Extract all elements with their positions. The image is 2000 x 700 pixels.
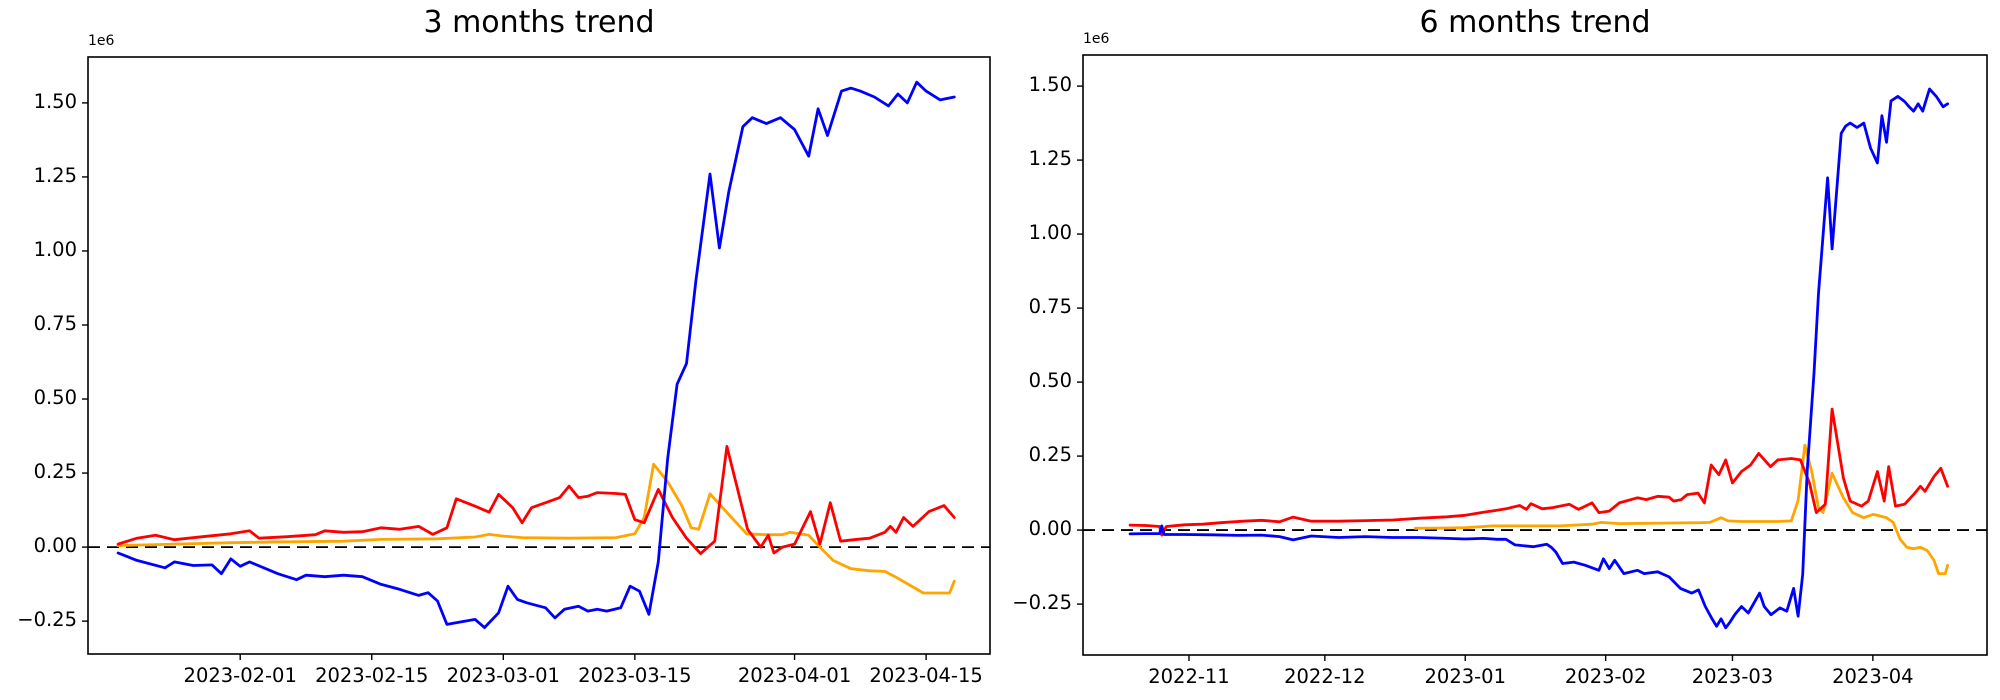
x-tick-label: 2023-04-01 (737, 664, 852, 687)
x-tick-label: 2023-02-15 (315, 664, 429, 687)
axes-spines (1082, 54, 1988, 656)
x-tick-label: 2022-11 (1148, 665, 1230, 688)
x-tick-label: 2023-03-01 (446, 664, 560, 687)
plot-region (82, 56, 991, 660)
y-axis-offset-label-right: 1e6 (1083, 31, 1110, 47)
chart-title-6-months: 6 months trend (1419, 5, 1651, 40)
y-tick-label: 0.25 (1028, 443, 1072, 467)
trend-orange-line (116, 462, 956, 595)
y-tick-label: 0.25 (33, 460, 77, 484)
x-tick-label: 2023-03-15 (578, 664, 692, 687)
y-tick-label: 0.00 (33, 534, 77, 558)
axes-spines (87, 56, 991, 655)
x-tick-label: 2023-04-15 (869, 664, 983, 687)
y-tick-label: −0.25 (17, 608, 77, 632)
y-tick-label: −0.25 (1012, 591, 1072, 615)
trend-blue-line (1128, 87, 1949, 630)
y-tick-label: 1.50 (1028, 73, 1072, 97)
y-tick-label: 1.00 (1028, 221, 1072, 245)
y-tick-label: 1.25 (33, 163, 77, 187)
trend-orange-line (1413, 443, 1949, 575)
y-tick-label: 0.00 (1028, 517, 1072, 541)
y-axis-offset-label-left: 1e6 (88, 33, 115, 49)
plot-region (1077, 54, 1988, 661)
y-tick-label: 1.50 (33, 89, 77, 113)
x-tick-label: 2023-02 (1564, 665, 1647, 688)
y-tick-label: 0.75 (33, 311, 77, 335)
trend-red-line (1128, 407, 1949, 537)
x-tick-label: 2023-02-01 (183, 664, 297, 687)
x-tick-label: 2023-04 (1832, 665, 1914, 688)
y-tick-label: 1.25 (1028, 147, 1072, 171)
y-tick-label: 0.75 (1028, 295, 1072, 319)
trend-red-line (116, 444, 956, 556)
trend-blue-line (116, 80, 956, 629)
y-tick-label: 0.50 (1028, 369, 1072, 393)
x-tick-label: 2023-03 (1691, 665, 1774, 688)
x-tick-label: 2022-12 (1284, 665, 1366, 688)
chart-title-3-months: 3 months trend (423, 5, 655, 40)
y-tick-label: 0.50 (33, 386, 77, 410)
y-tick-label: 1.00 (33, 237, 77, 261)
x-tick-label: 2023-01 (1424, 665, 1506, 688)
